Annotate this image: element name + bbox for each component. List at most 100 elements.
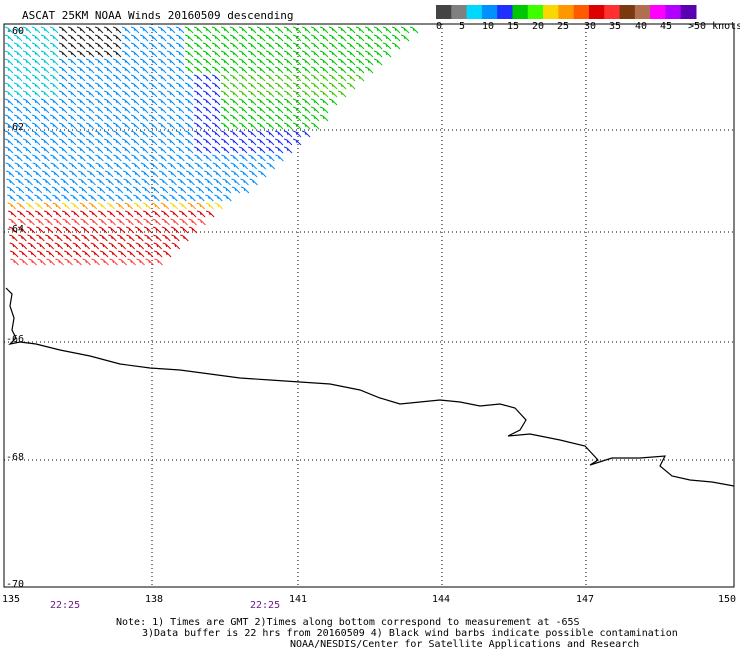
wind-barb: [328, 26, 338, 34]
wind-barb: [176, 154, 185, 162]
wind-barb: [40, 82, 50, 90]
wind-barb: [157, 66, 167, 74]
wind-barb: [220, 122, 230, 130]
wind-barb: [229, 42, 239, 50]
wind-barb: [130, 82, 140, 90]
wind-barb: [94, 34, 104, 42]
wind-barb: [85, 34, 95, 42]
wind-barb: [283, 34, 293, 42]
wind-barb: [139, 50, 149, 58]
wind-barb: [133, 202, 143, 210]
wind-barb: [112, 82, 122, 90]
wind-barb: [40, 122, 50, 130]
wind-barb: [220, 114, 230, 122]
wind-barb: [121, 58, 131, 66]
wind-barb: [310, 34, 320, 42]
wind-barb: [49, 42, 59, 50]
wind-barb: [148, 130, 158, 138]
wind-barb: [15, 186, 25, 194]
wind-barb: [166, 122, 176, 130]
wind-barb: [121, 26, 131, 34]
wind-barb: [151, 194, 160, 202]
wind-barb: [178, 210, 188, 218]
wind-barb: [328, 82, 338, 90]
wind-barb: [211, 58, 221, 66]
wind-barb: [238, 98, 248, 106]
wind-barb: [283, 82, 293, 90]
wind-barb: [52, 194, 61, 202]
wind-barb: [211, 146, 221, 154]
wind-barb: [22, 34, 32, 42]
wind-barb: [49, 114, 59, 122]
wind-barb: [85, 138, 95, 146]
wind-barb: [32, 170, 42, 178]
wind-barb: [256, 34, 266, 42]
wind-barb: [112, 130, 122, 138]
wind-barb: [160, 202, 170, 210]
wind-barb: [202, 74, 212, 82]
wind-barb: [161, 218, 170, 226]
wind-barb: [4, 74, 14, 82]
wind-barb: [310, 114, 320, 122]
wind-barb: [8, 218, 17, 226]
wind-barb: [229, 50, 239, 58]
wind-barb: [61, 194, 70, 202]
wind-barb: [58, 130, 68, 138]
wind-barb: [139, 90, 149, 98]
wind-barb: [148, 106, 158, 114]
wind-barb: [9, 242, 19, 250]
wind-barb: [139, 114, 149, 122]
wind-barb: [292, 106, 302, 114]
wind-barb: [238, 82, 248, 90]
wind-barb: [256, 66, 266, 74]
wind-barb: [391, 34, 401, 42]
wind-barb: [139, 106, 149, 114]
wind-barb: [103, 138, 113, 146]
wind-barb: [301, 26, 311, 34]
wind-barb: [364, 26, 374, 34]
wind-barb: [292, 138, 302, 146]
wind-barb: [76, 50, 86, 58]
wind-barb: [94, 106, 104, 114]
wind-barb: [283, 66, 293, 74]
wind-barb: [211, 98, 221, 106]
wind-barb: [142, 210, 152, 218]
wind-barb: [40, 26, 50, 34]
wind-barb: [25, 202, 35, 210]
wind-barb: [106, 194, 115, 202]
wind-barb: [103, 66, 113, 74]
wind-barb: [292, 130, 302, 138]
legend-swatch: [497, 5, 513, 19]
wind-barb: [222, 178, 231, 186]
wind-barb: [301, 82, 311, 90]
wind-barb: [202, 98, 212, 106]
wind-barb: [72, 234, 81, 242]
wind-barb: [49, 58, 59, 66]
wind-barb: [85, 82, 95, 90]
wind-barb: [220, 58, 230, 66]
wind-barb: [103, 58, 113, 66]
wind-barb: [274, 82, 284, 90]
wind-barb: [58, 42, 68, 50]
wind-barb: [34, 210, 44, 218]
wind-barb: [13, 146, 23, 154]
wind-barb: [130, 26, 140, 34]
wind-barb: [54, 242, 64, 250]
wind-barb: [158, 170, 168, 178]
wind-barb: [18, 234, 27, 242]
wind-barb: [134, 226, 144, 234]
wind-barb: [94, 122, 104, 130]
wind-barb: [79, 210, 89, 218]
wind-barb: [22, 130, 32, 138]
wind-barb: [166, 66, 176, 74]
wind-barb: [98, 226, 108, 234]
wind-barb: [91, 258, 100, 266]
wind-barb: [139, 34, 149, 42]
wind-barb: [301, 114, 311, 122]
wind-barb: [58, 82, 68, 90]
wind-barb: [175, 42, 185, 50]
wind-barb: [153, 250, 163, 258]
wind-barb: [162, 250, 172, 258]
wind-barb: [67, 130, 77, 138]
wind-barb: [346, 50, 356, 58]
